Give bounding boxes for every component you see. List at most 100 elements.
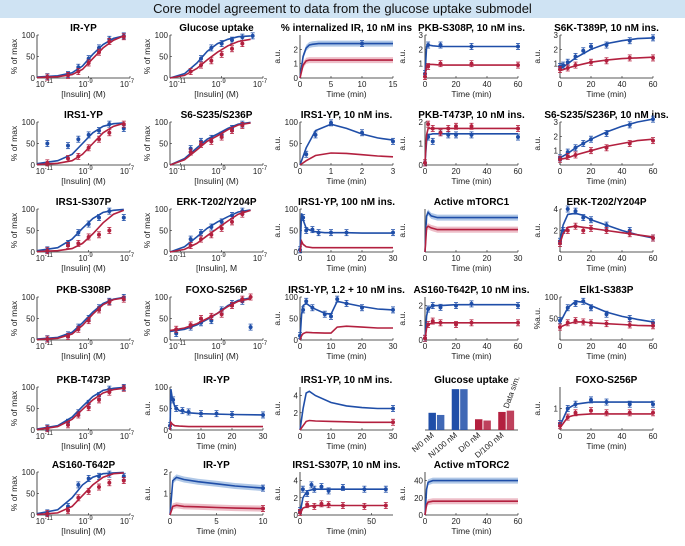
point-diabetic [219, 312, 224, 317]
panel-title: PKB-S308P, 10 nM ins. [418, 23, 525, 34]
y-axis-label: a.u. [272, 311, 282, 325]
point-non-diabetic [171, 397, 176, 402]
point-diabetic [319, 501, 324, 506]
y-tick-label: 0 [164, 74, 169, 83]
y-tick-label: 0 [31, 511, 36, 520]
x-axis-label: Time (min) [451, 351, 491, 361]
band-non-diabetic [425, 209, 518, 252]
point-diabetic [66, 508, 70, 513]
point-non-diabetic [335, 297, 340, 302]
panel-title: AS160-T642P, 10 nM ins. [414, 285, 530, 296]
bar-data [474, 419, 483, 430]
x-axis-label: Time (min) [326, 351, 366, 361]
x-axis-label: Time (min) [326, 526, 366, 536]
panel-title: PKB-S308P [56, 285, 111, 296]
y-tick-label: 4 [294, 477, 299, 486]
point-diabetic [565, 320, 570, 325]
point-diabetic [66, 243, 70, 248]
point-non-diabetic [558, 318, 562, 323]
bar-simulation [506, 410, 515, 430]
point-non-diabetic [604, 43, 609, 48]
line-diabetic [169, 122, 251, 166]
x-axis-label: [Insulin] (M) [61, 89, 106, 99]
y-tick-label: 0 [164, 336, 169, 345]
point-diabetic [454, 322, 458, 327]
tick-label: 20 [358, 342, 367, 351]
point-diabetic [565, 65, 570, 70]
point-non-diabetic [581, 141, 586, 146]
point-non-diabetic [305, 491, 310, 496]
point-non-diabetic [76, 230, 81, 235]
x-axis-label: Time (min) [196, 441, 236, 451]
point-diabetic [627, 410, 632, 415]
y-tick-label: 0 [419, 336, 424, 345]
panel-p1: Glucose uptake 10-11 10-9 10-7 0 50 100 [Insuli… [142, 23, 268, 99]
point-diabetic [240, 297, 245, 302]
point-diabetic [45, 511, 50, 516]
tick-label: 0 [168, 517, 173, 526]
point-non-diabetic [316, 230, 321, 235]
y-axis-label: % of max [9, 38, 19, 74]
y-tick-label: 2 [294, 45, 299, 54]
y-tick-label: 50 [26, 490, 35, 499]
panel-title: IRS1-S307P [56, 197, 112, 208]
point-diabetic [627, 55, 632, 60]
y-tick-label: 100 [22, 118, 36, 127]
panel-title: Active mTORC1 [434, 197, 510, 208]
tick-label: 0 [423, 80, 428, 89]
point-diabetic [199, 237, 203, 242]
point-diabetic [573, 224, 578, 229]
point-diabetic [199, 142, 203, 147]
tick-label: 0 [423, 342, 428, 351]
point-non-diabetic [430, 303, 435, 308]
tick-label: 40 [618, 342, 627, 351]
point-diabetic [45, 160, 50, 165]
y-tick-label: 100 [22, 31, 36, 40]
point-non-diabetic [310, 305, 315, 310]
y-tick-label: 0 [31, 161, 36, 170]
line-non-diabetic [36, 471, 124, 515]
point-non-diabetic [362, 487, 367, 492]
y-tick-label: 50 [159, 315, 168, 324]
point-non-diabetic [627, 316, 632, 321]
tick-label: 20 [587, 167, 596, 176]
point-diabetic [76, 412, 81, 417]
point-diabetic [121, 297, 126, 302]
point-non-diabetic [561, 63, 566, 68]
point-non-diabetic [627, 402, 632, 407]
tick-label: 10-7 [120, 166, 135, 176]
point-diabetic [573, 410, 578, 415]
point-non-diabetic [66, 143, 70, 148]
point-non-diabetic [604, 312, 609, 317]
x-axis-label: [Insulin] (M) [61, 351, 106, 361]
y-tick-label: 0 [294, 511, 299, 520]
y-axis-label: a.u. [532, 401, 542, 415]
point-diabetic [423, 74, 427, 79]
bar-simulation [436, 414, 445, 430]
point-non-diabetic [360, 41, 364, 46]
tick-label: 0 [423, 167, 428, 176]
point-non-diabetic [76, 137, 81, 142]
tick-label: 10-9 [212, 341, 227, 351]
x-axis-label: [Insulin] (M) [194, 351, 239, 361]
tick-label: 40 [483, 517, 492, 526]
line-non-diabetic [299, 390, 393, 431]
tick-label: 10-7 [120, 341, 135, 351]
x-axis-label: Time (min) [326, 441, 366, 451]
point-diabetic [581, 319, 586, 324]
tick-label: 10-11 [36, 79, 54, 89]
line-diabetic [169, 38, 251, 79]
panel-title: IRS1-YP [64, 110, 103, 121]
point-diabetic [438, 320, 443, 325]
point-non-diabetic [573, 209, 578, 214]
x-axis-label: Time (min) [586, 176, 626, 186]
tick-label: 10-9 [212, 79, 227, 89]
panel-p0: IR-YP 10-11 10-9 10-7 0 50 100 [Insulin] (M) % o… [9, 23, 135, 99]
point-diabetic [209, 58, 214, 63]
x-axis-label: Time (min) [326, 89, 366, 99]
point-non-diabetic [301, 307, 306, 312]
panel-p16: FOXO-S256P 10-11 10-9 10-7 0 50 100 [Insulin] (… [142, 285, 268, 361]
point-non-diabetic [107, 122, 112, 127]
